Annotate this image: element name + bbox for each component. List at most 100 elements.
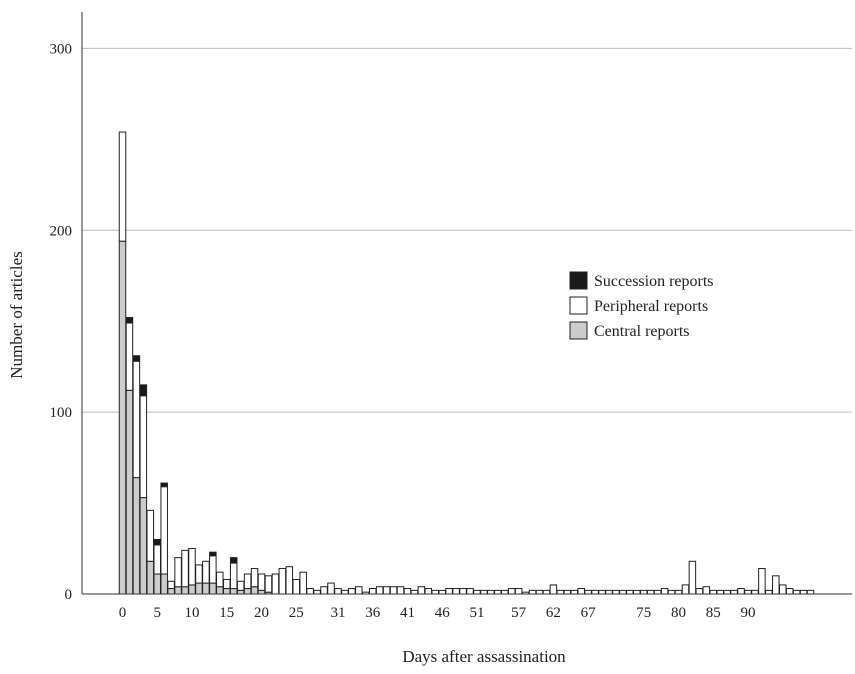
bar-segment-peripheral: [494, 589, 502, 595]
bar-segment-succession: [153, 538, 161, 546]
x-tick-label: 25: [289, 605, 304, 621]
bar-segment-peripheral: [236, 580, 245, 591]
bar-segment-peripheral: [410, 589, 419, 595]
x-tick-label: 62: [546, 605, 561, 621]
x-tick-label: 46: [435, 605, 451, 621]
bar-segment-peripheral: [584, 589, 592, 595]
bar-segment-peripheral: [765, 589, 773, 595]
bar-segment-central: [118, 240, 127, 595]
bar-segment-peripheral: [445, 588, 453, 595]
bar-segment-peripheral: [542, 589, 551, 595]
bar-segment-succession: [229, 557, 238, 564]
bar-segment-peripheral: [216, 571, 224, 588]
bar-segment-peripheral: [174, 557, 182, 588]
bar-segment-peripheral: [313, 589, 321, 595]
bar-segment-peripheral: [327, 582, 335, 595]
x-axis-title: Days after assassination: [402, 647, 566, 666]
bar-segment-peripheral: [424, 588, 433, 595]
bar-segment-peripheral: [799, 589, 808, 595]
bar-segment-peripheral: [612, 589, 620, 595]
x-tick-label: 10: [185, 605, 200, 621]
bar-segment-peripheral: [382, 586, 391, 595]
bar-segment-peripheral: [681, 584, 690, 595]
x-tick-label: 85: [706, 605, 721, 621]
bar-segment-peripheral: [507, 588, 516, 595]
bar-segment-succession: [160, 482, 168, 488]
bar-segment-peripheral: [466, 588, 474, 595]
bar-segment-peripheral: [368, 588, 377, 595]
bar-segment-peripheral: [653, 589, 662, 595]
bar-segment-central: [167, 588, 175, 595]
bar-segment-peripheral: [229, 562, 238, 590]
bar-segment-peripheral: [459, 588, 467, 595]
bar-segment-central: [132, 477, 141, 595]
bar-segment-succession: [139, 384, 148, 397]
bar-segment-peripheral: [153, 544, 161, 575]
bar-segment-peripheral: [730, 589, 738, 595]
bar-segment-peripheral: [146, 509, 155, 562]
bar-segment-peripheral: [619, 589, 627, 595]
bar-segment-central: [250, 586, 259, 595]
x-tick-label: 0: [119, 605, 127, 621]
bar-segment-peripheral: [125, 322, 134, 391]
bar-segment-central: [153, 573, 161, 595]
x-tick-label: 31: [330, 605, 345, 621]
legend-swatch: [569, 321, 588, 340]
bar-segment-peripheral: [758, 568, 766, 595]
x-tick-label: 57: [511, 605, 527, 621]
bar-segment-peripheral: [202, 560, 210, 584]
x-tick-label: 36: [365, 605, 381, 621]
bar-segment-peripheral: [792, 589, 801, 595]
bar-segment-peripheral: [271, 573, 280, 595]
bar-segment-peripheral: [480, 589, 488, 595]
bar-segment-peripheral: [570, 589, 578, 595]
bar-segment-central: [195, 582, 203, 595]
bar-segment-peripheral: [660, 588, 669, 595]
bar-segment-peripheral: [591, 589, 599, 595]
bar-segment-peripheral: [243, 573, 252, 590]
bar-segment-central: [223, 588, 231, 595]
bar-segment-peripheral: [195, 564, 203, 584]
bar-segment-central: [257, 589, 266, 595]
bar-segment-peripheral: [702, 586, 711, 595]
bar-segment-peripheral: [598, 589, 606, 595]
y-tick-label: 200: [50, 223, 73, 239]
legend-label: Peripheral reports: [594, 298, 708, 315]
y-tick-labels: 0 100 200 300: [50, 41, 73, 603]
bar-segment-peripheral: [118, 131, 127, 242]
bar-segment-peripheral: [473, 589, 481, 595]
bar-segment-peripheral: [640, 589, 648, 595]
axes: [81, 12, 852, 595]
legend-label: Central reports: [594, 323, 690, 340]
bar-segment-peripheral: [257, 573, 266, 591]
bar-segment-peripheral: [417, 586, 426, 595]
bar-segment-succession: [209, 551, 217, 557]
bar-segment-peripheral: [695, 588, 704, 595]
bar-segment-central: [181, 586, 189, 595]
bar-segment-peripheral: [556, 589, 565, 595]
bar-segment-central: [188, 584, 196, 595]
bar-segment-peripheral: [355, 586, 363, 595]
x-tick-label: 80: [671, 605, 686, 621]
bar-segment-peripheral: [431, 589, 439, 595]
y-tick-label: 300: [50, 41, 73, 57]
bar-segment-peripheral: [772, 575, 780, 595]
bar-segment-central: [216, 586, 224, 595]
bar-segment-peripheral: [389, 586, 398, 595]
bar-segment-peripheral: [674, 589, 683, 595]
bar-segment-peripheral: [438, 589, 446, 595]
bar-segment-central: [146, 560, 155, 595]
bar-segment-peripheral: [667, 589, 676, 595]
bar-segment-peripheral: [341, 589, 349, 595]
bar-segment-peripheral: [646, 589, 655, 595]
bar-segment-peripheral: [132, 360, 141, 479]
bar-segment-peripheral: [334, 588, 342, 595]
bar-segment-peripheral: [785, 588, 794, 595]
bar-segment-central: [209, 582, 217, 595]
gridlines: [82, 47, 852, 413]
bar-segment-peripheral: [577, 588, 585, 595]
bar-segment-peripheral: [633, 589, 641, 595]
bar-segment-peripheral: [688, 560, 697, 595]
bar-segment-peripheral: [535, 589, 544, 595]
